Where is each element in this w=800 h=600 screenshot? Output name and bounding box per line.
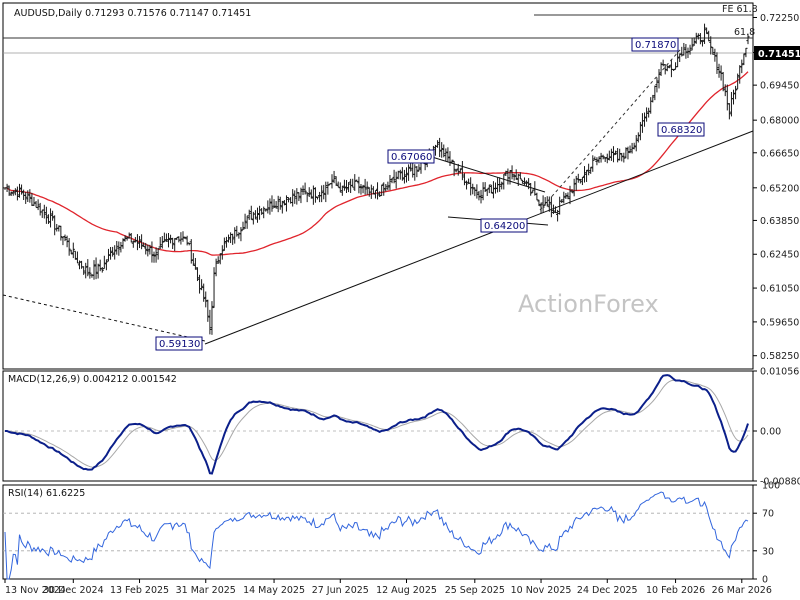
price-label-box xyxy=(155,336,203,351)
rsi-panel-frame xyxy=(2,484,754,580)
x-tick-label: 13 Feb 2025 xyxy=(110,585,169,596)
price-label-text: 0.68320 xyxy=(661,125,702,136)
price-y-tick-label: 0.65200 xyxy=(760,183,799,194)
price-y-tick-label: 0.72250 xyxy=(760,13,799,24)
watermark: ActionForex xyxy=(518,290,659,318)
fe-level-label: FE 61.8 xyxy=(722,4,758,15)
x-tick-label: 12 Aug 2025 xyxy=(376,585,437,596)
macd-lines xyxy=(4,374,749,475)
macd-title: MACD(12,26,9) 0.004212 0.001542 xyxy=(8,374,177,385)
price-y-tick-label: 0.68000 xyxy=(760,116,799,127)
macd-line xyxy=(4,374,749,475)
macd-signal-line xyxy=(5,379,749,468)
rsi-y-tick-label: 0 xyxy=(762,575,768,586)
price-label-box xyxy=(480,218,528,233)
x-tick-label: 14 May 2025 xyxy=(243,585,305,596)
price-label-text: 0.67060 xyxy=(391,152,432,163)
macd-y-tick-label: 0.010567 xyxy=(760,367,800,378)
price-y-tick-label: 0.59650 xyxy=(760,317,799,328)
rsi-y-tick-label: 100 xyxy=(762,481,780,492)
fib-618-label: 61.8 xyxy=(734,27,755,38)
price-y-tick-label: 0.62450 xyxy=(760,250,799,261)
dashed-trendline xyxy=(2,294,206,342)
price-label-text: 0.64200 xyxy=(484,221,525,232)
macd-panel-frame xyxy=(2,370,754,482)
rsi-lines xyxy=(4,491,749,580)
macd-y-tick-label: 0.00 xyxy=(760,426,781,437)
x-tick-label: 31 Mar 2025 xyxy=(176,585,236,596)
current-price-tag xyxy=(754,46,800,60)
price-panel-title: AUDUSD,Daily 0.71293 0.71576 0.71147 0.7… xyxy=(14,8,251,19)
price-label-text: 0.71870 xyxy=(635,40,676,51)
price-y-tick-label: 0.66650 xyxy=(760,148,799,159)
current-price-label: 0.71451 xyxy=(758,49,800,60)
price-label-box xyxy=(657,122,705,137)
x-tick-label: 10 Nov 2025 xyxy=(511,585,572,596)
rsi-line xyxy=(4,491,749,580)
rsi-panel: RSI(14) 61.6225 100 70 30 0 xyxy=(2,481,780,586)
rsi-title: RSI(14) 61.6225 xyxy=(8,488,85,499)
price-y-tick-label: 0.69450 xyxy=(760,81,799,92)
rsi-y-tick-label: 70 xyxy=(762,509,774,520)
x-tick-label: 30 Dec 2024 xyxy=(43,585,104,596)
price-y-tick-label: 0.58250 xyxy=(760,351,799,362)
price-label-text: 0.59130 xyxy=(159,339,200,350)
macd-panel: MACD(12,26,9) 0.004212 0.001542 0.010567… xyxy=(2,367,800,488)
price-levels: FE 61.8 61.80.71451 xyxy=(3,4,800,60)
rsi-y-tick-label: 30 xyxy=(762,546,774,557)
price-label-box xyxy=(387,149,435,164)
macd-y-tick-label: -0.008808 xyxy=(760,477,800,488)
price-label-box xyxy=(631,37,679,52)
price-y-tick-label: 0.61050 xyxy=(760,284,799,295)
rising-trendline xyxy=(204,130,754,345)
x-tick-label: 10 Feb 2026 xyxy=(646,585,705,596)
triangle-upper-line xyxy=(431,156,546,193)
x-tick-label: 24 Dec 2025 xyxy=(577,585,638,596)
x-tick-label: 27 Jun 2025 xyxy=(312,585,369,596)
price-annotations: 0.59130 0.67060 0.64200 0.71870 0.68320 xyxy=(155,37,705,351)
price-y-tick-label: 0.63850 xyxy=(760,216,799,227)
rsi-y-axis: 100 70 30 0 xyxy=(3,481,780,586)
x-tick-label: 25 Sep 2025 xyxy=(445,585,505,596)
x-tick-label: 26 Mar 2026 xyxy=(712,585,772,596)
price-panel: AUDUSD,Daily 0.71293 0.71576 0.71147 0.7… xyxy=(2,2,800,370)
price-panel-frame xyxy=(2,2,754,370)
price-candles xyxy=(3,23,750,335)
x-tick-label: 13 Nov 2024 xyxy=(5,585,66,596)
